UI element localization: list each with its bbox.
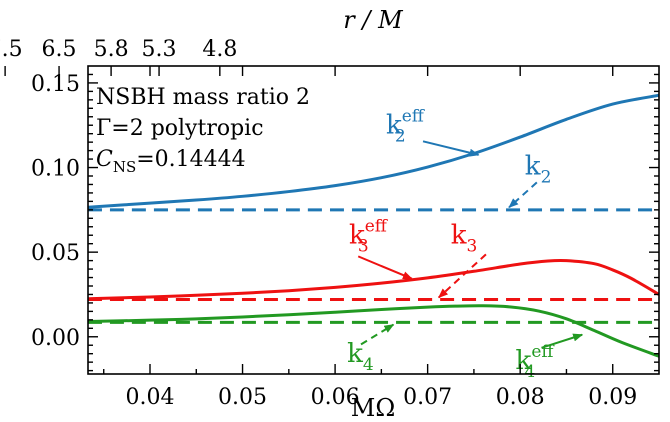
y-tick-label: 0.00 [31,326,80,351]
x-tick-label: 0.09 [588,385,637,410]
annotation-label-k3-eff: keff 3 [349,217,389,257]
annotation-label-k4-eff: keff 4 [516,342,556,382]
x-tick-label: 0.04 [126,385,175,410]
top-tick-label: 7.5 [0,37,23,62]
annotation-arrow-k2-eff [422,140,480,157]
series-k2-eff-line [88,93,659,209]
y-tick-label: 0.15 [31,72,80,97]
series-k4-eff-line [88,304,659,358]
annotation-label-k2-eff: keff 2 [386,107,426,147]
series-k3-eff-line [88,258,659,301]
tick-layer: 0.04 0.05 0.06 0.07 0.08 0.09 0.15 0.10 0.05 0.00… [0,37,659,410]
y-tick-label: 0.10 [31,157,80,182]
annotation-arrow-k4-eff [541,333,584,349]
plot-frame [87,65,660,375]
x-axis-title: MΩ [351,394,395,422]
series-layer [88,93,659,358]
annotation-arrow-k2 [508,181,538,209]
x-tick-label: 0.05 [218,385,267,410]
annotation-arrow-k3 [438,253,487,299]
top-tick-label: 5.3 [142,37,177,62]
y-tick-label: 0.05 [31,241,80,266]
compactness-symbol: C [96,147,113,172]
top-axis-title: r / M [343,6,404,34]
info-block: NSBH mass ratio 2 Γ=2 polytropic CNS=0.1… [96,85,310,176]
annotation-label-k3: k3 [451,221,478,257]
annotation-label-k4: k4 [347,339,374,375]
x-tick-label: 0.07 [403,385,452,410]
info-line-mass-ratio: NSBH mass ratio 2 [96,85,310,110]
info-line-compactness: CNS=0.14444 [96,147,246,176]
top-tick-label: 5.8 [94,37,129,62]
annotation-arrow-k4 [360,323,395,346]
annotation-label-k2: k2 [525,151,552,187]
top-tick-label: 4.8 [202,37,237,62]
top-tick-label: 6.5 [42,37,77,62]
annotation-arrow-k3-eff [357,255,413,280]
compactness-subscript: NS [113,158,136,176]
compactness-value: =0.14444 [136,147,245,172]
info-line-polytropic: Γ=2 polytropic [96,116,264,141]
annotation-layer: keff 2 k2 keff 3 k3 k4 keff 4 [347,107,584,382]
x-tick-label: 0.06 [311,385,360,410]
x-tick-label: 0.08 [496,385,545,410]
